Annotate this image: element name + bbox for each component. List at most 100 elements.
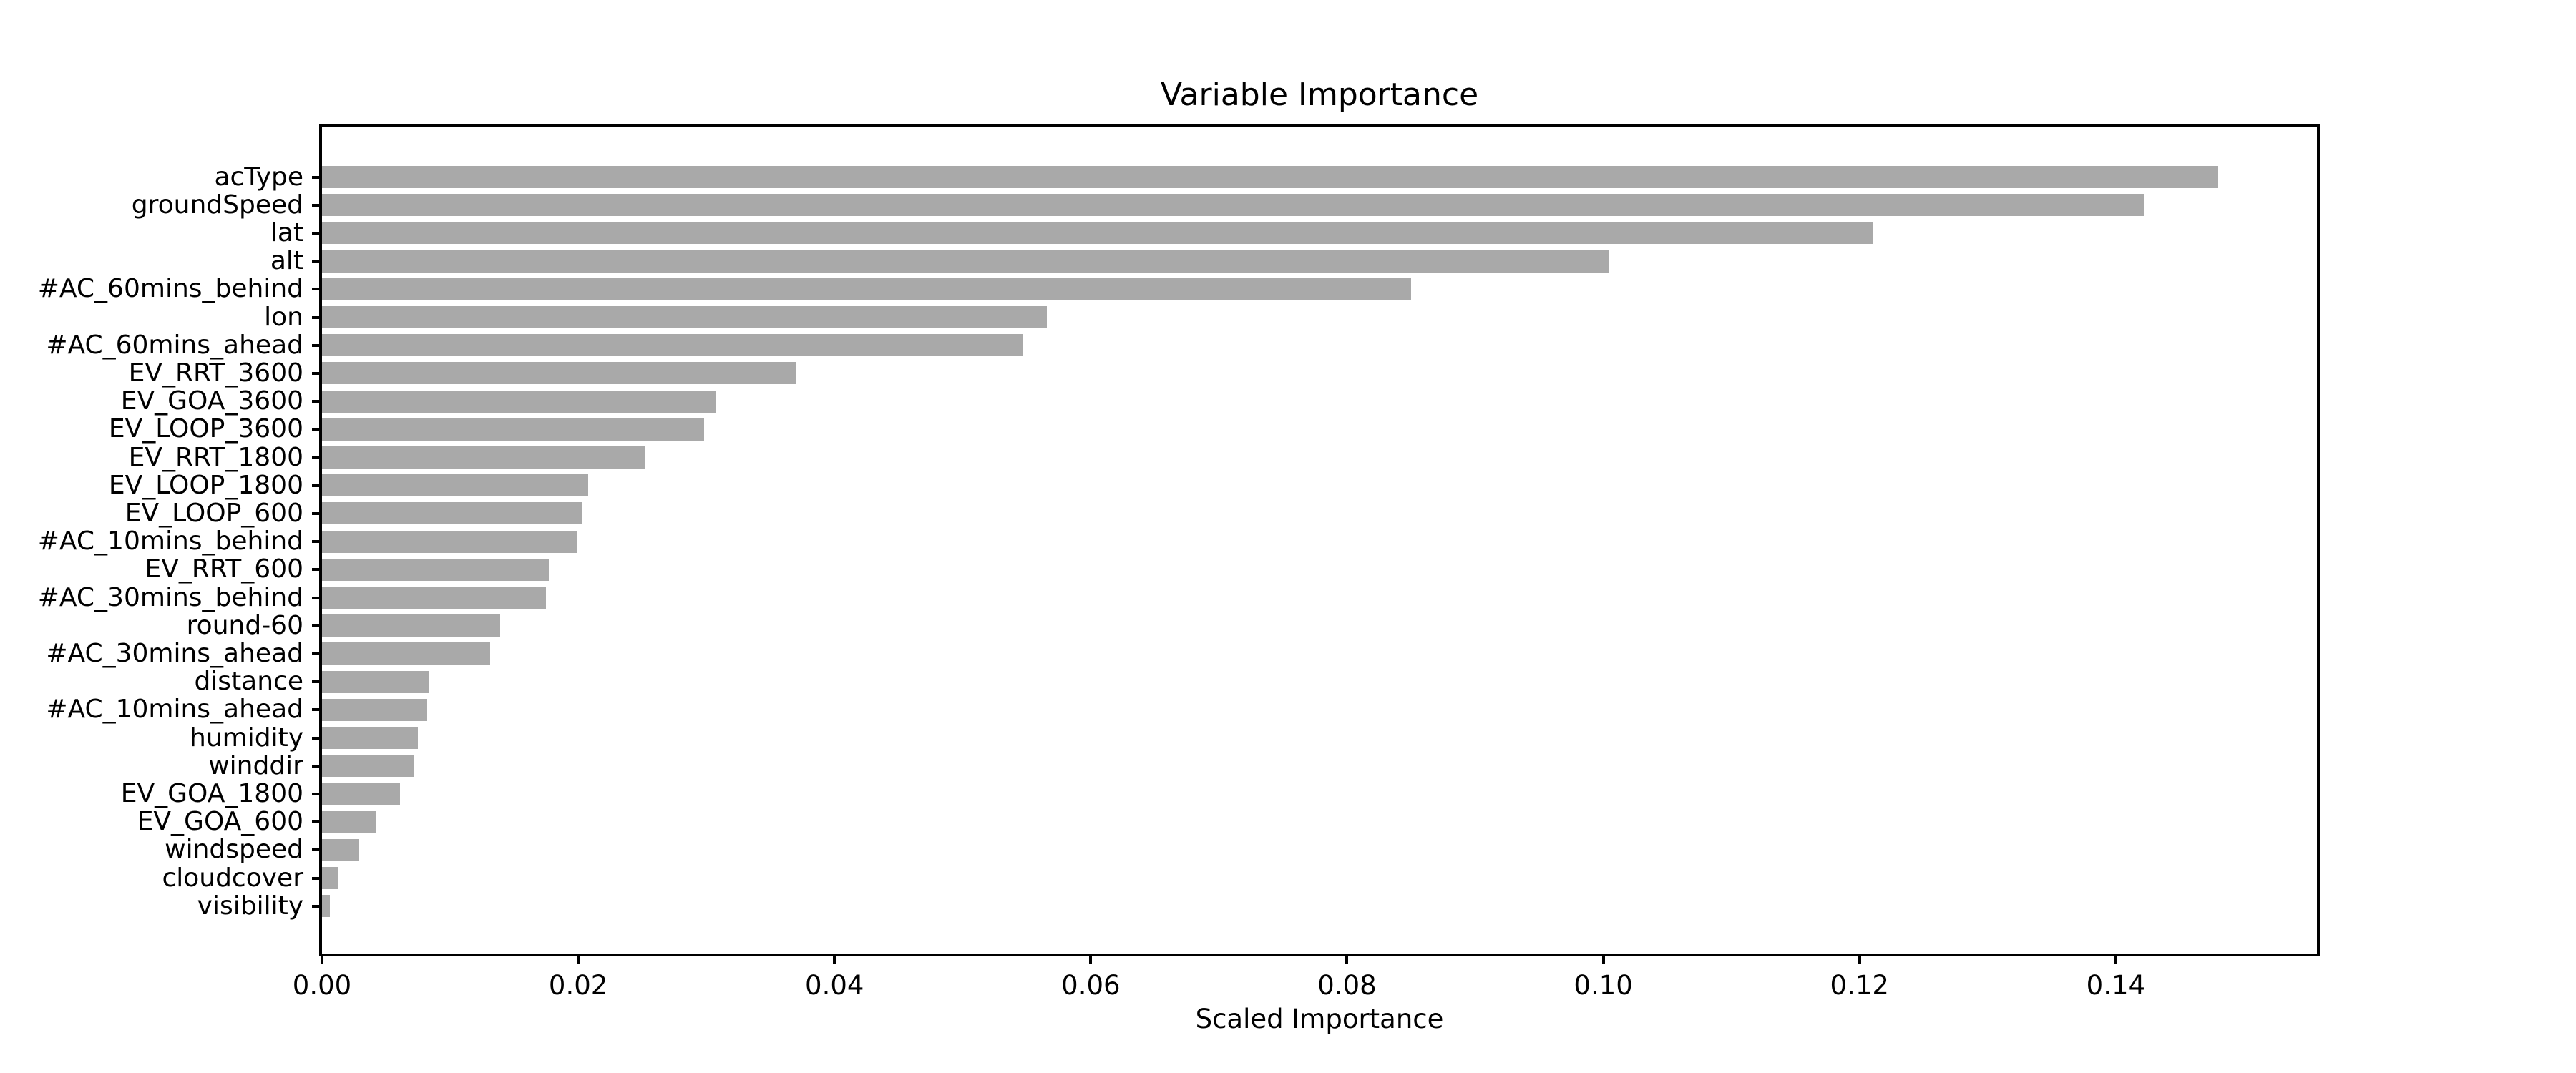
bar [322, 278, 1412, 300]
y-tick [312, 848, 322, 852]
bar [322, 727, 419, 749]
y-tick-label: lon [264, 302, 303, 332]
bars [322, 127, 2317, 954]
y-tick [312, 288, 322, 291]
y-tick-label: EV_GOA_1800 [120, 778, 303, 808]
bar [322, 698, 427, 721]
y-tick [312, 736, 322, 740]
bar [322, 418, 704, 441]
y-tick-label: EV_LOOP_1800 [108, 470, 303, 500]
x-axis: 0.00 0.02 0.04 0.06 0.08 0.10 0.12 0.14 [293, 954, 2317, 1069]
y-tick [312, 820, 322, 824]
y-tick [312, 484, 322, 487]
y-tick [312, 568, 322, 572]
y-tick [312, 175, 322, 179]
y-tick-label: lat [270, 217, 303, 248]
y-tick-label: winddir [208, 750, 303, 780]
bar [322, 530, 577, 553]
bar [322, 334, 1023, 357]
y-tick-label: EV_RRT_1800 [128, 442, 303, 472]
y-tick [312, 596, 322, 599]
y-tick-label: visibility [197, 891, 303, 921]
x-axis-title: Scaled Importance [1195, 1004, 1444, 1034]
y-tick-label: #AC_10mins_ahead [46, 695, 303, 725]
bar [322, 755, 414, 778]
y-tick [312, 680, 322, 684]
x-tick [2114, 954, 2117, 964]
y-tick-label: alt [270, 246, 303, 276]
y-tick [312, 260, 322, 263]
y-tick [312, 428, 322, 431]
y-tick [312, 400, 322, 403]
x-tick-label: 0.02 [548, 970, 608, 1001]
y-tick-label: acType [214, 162, 303, 192]
chart-title: Variable Importance [1160, 77, 1479, 113]
y-tick-label: cloudcover [162, 863, 303, 893]
y-tick [312, 231, 322, 235]
x-tick-label: 0.14 [2086, 970, 2146, 1001]
y-axis: acType groundSpeed lat alt #AC_60mins_behind… [0, 127, 322, 954]
bar [322, 222, 1873, 245]
y-tick-label: windspeed [165, 835, 303, 865]
x-tick-label: 0.12 [1830, 970, 1889, 1001]
x-tick [321, 954, 323, 964]
bar [322, 867, 339, 889]
y-tick-label: EV_LOOP_600 [125, 498, 303, 528]
y-tick-label: EV_GOA_600 [137, 807, 303, 837]
bar [322, 587, 547, 609]
y-tick [312, 624, 322, 627]
y-tick-label: humidity [190, 722, 303, 753]
bar [322, 502, 582, 525]
bar [322, 390, 716, 413]
x-tick-label: 0.10 [1574, 970, 1633, 1001]
bar [322, 614, 500, 637]
x-tick [1345, 954, 1349, 964]
bar [322, 642, 490, 665]
bar [322, 446, 645, 469]
x-tick [1601, 954, 1605, 964]
y-tick-label: groundSpeed [131, 190, 303, 220]
y-tick-label: distance [194, 667, 303, 697]
x-tick-label: 0.06 [1061, 970, 1121, 1001]
y-tick-label: round-60 [186, 610, 303, 640]
bar [322, 474, 589, 497]
bar [322, 166, 2219, 188]
plot-area [319, 124, 2320, 956]
x-tick [833, 954, 836, 964]
y-tick-label: #AC_30mins_behind [37, 582, 303, 612]
y-tick-label: #AC_10mins_behind [37, 526, 303, 557]
y-tick [312, 540, 322, 544]
x-tick-label: 0.08 [1317, 970, 1377, 1001]
bar [322, 670, 429, 693]
x-tick-label: 0.04 [805, 970, 864, 1001]
bar [322, 783, 401, 805]
y-tick [312, 652, 322, 655]
y-tick-label: #AC_60mins_ahead [46, 330, 303, 360]
y-tick [312, 764, 322, 768]
x-tick [1089, 954, 1093, 964]
bar [322, 838, 359, 861]
y-tick [312, 315, 322, 319]
y-tick [312, 876, 322, 880]
y-tick [312, 792, 322, 795]
y-tick [312, 371, 322, 375]
y-tick-label: EV_RRT_3600 [128, 358, 303, 388]
x-tick [1858, 954, 1861, 964]
bar [322, 558, 549, 581]
y-tick [312, 203, 322, 207]
y-tick [312, 708, 322, 712]
y-tick-label: EV_RRT_600 [145, 554, 303, 584]
x-tick [577, 954, 580, 964]
y-tick [312, 511, 322, 515]
y-tick-label: EV_GOA_3600 [120, 386, 303, 416]
bar [322, 362, 796, 385]
bar [322, 306, 1048, 328]
y-tick [312, 343, 322, 347]
bar [322, 895, 330, 918]
bar [322, 810, 376, 833]
bar [322, 194, 2145, 217]
y-tick-label: #AC_30mins_ahead [46, 638, 303, 668]
bar [322, 250, 1609, 273]
y-tick-label: EV_LOOP_3600 [108, 414, 303, 444]
